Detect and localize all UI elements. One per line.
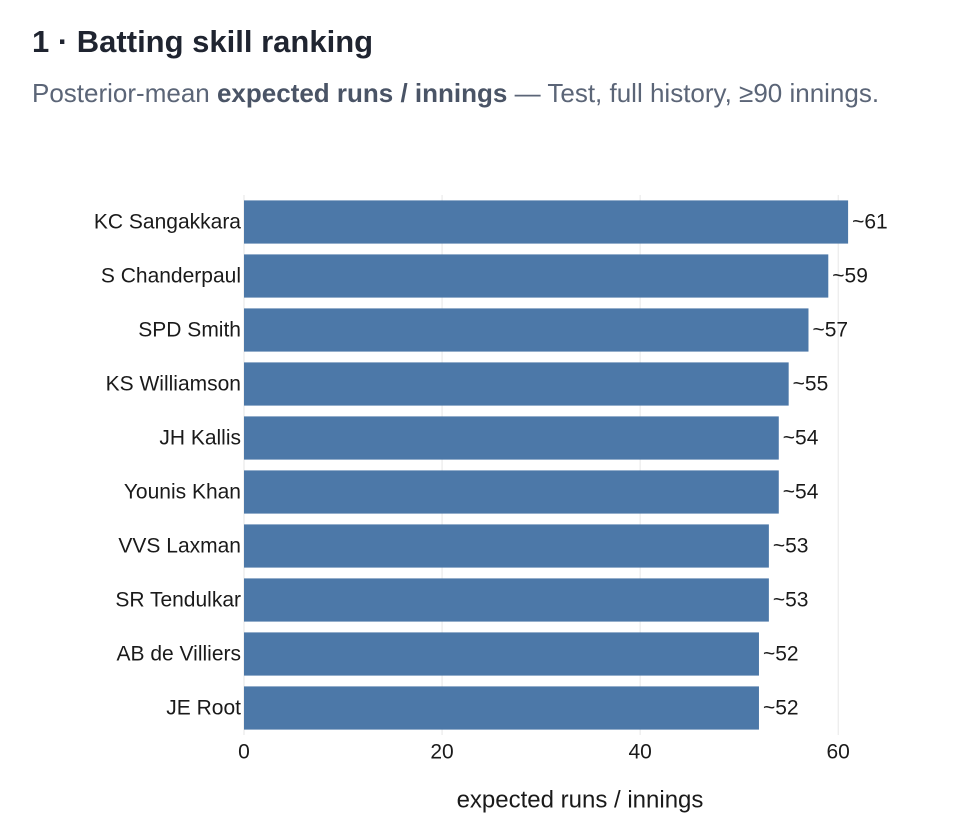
subtitle-emphasis: expected runs / innings bbox=[216, 78, 508, 108]
y-tick-label: S Chanderpaul bbox=[101, 265, 241, 288]
y-tick-label: AB de Villiers bbox=[116, 643, 241, 666]
chart-title: 1 · Batting skill ranking bbox=[32, 24, 374, 59]
bar bbox=[244, 308, 809, 352]
bar bbox=[244, 362, 789, 406]
value-label: ~54 bbox=[783, 427, 819, 450]
subtitle-text: Posterior-mean bbox=[32, 78, 210, 108]
bar bbox=[244, 200, 849, 244]
bar bbox=[244, 524, 769, 568]
bar bbox=[244, 686, 759, 730]
x-axis-label: expected runs / innings bbox=[457, 786, 704, 813]
x-tick-label: 0 bbox=[238, 741, 250, 764]
chart-subtitle: Posterior-mean expected runs / innings —… bbox=[32, 72, 892, 114]
value-label: ~57 bbox=[812, 319, 848, 342]
y-tick-label: JH Kallis bbox=[159, 427, 241, 450]
bar bbox=[244, 470, 779, 514]
x-tick-label: 40 bbox=[628, 741, 651, 764]
value-label: ~61 bbox=[852, 211, 888, 234]
bar bbox=[244, 578, 769, 622]
x-tick-label: 60 bbox=[827, 741, 850, 764]
y-tick-label: VVS Laxman bbox=[118, 535, 241, 558]
y-tick-label: KC Sangakkara bbox=[94, 211, 241, 234]
value-label: ~52 bbox=[763, 697, 799, 720]
bar bbox=[244, 254, 829, 298]
value-label: ~59 bbox=[832, 265, 868, 288]
value-label: ~53 bbox=[773, 535, 809, 558]
x-tick-label: 20 bbox=[430, 741, 453, 764]
y-tick-label: JE Root bbox=[166, 697, 241, 720]
value-label: ~52 bbox=[763, 643, 799, 666]
bar bbox=[244, 632, 759, 676]
y-tick-label: Younis Khan bbox=[124, 481, 241, 504]
value-label: ~53 bbox=[773, 589, 809, 612]
y-tick-label: SPD Smith bbox=[138, 319, 241, 342]
value-label: ~55 bbox=[793, 373, 829, 396]
y-tick-label: SR Tendulkar bbox=[115, 589, 241, 612]
subtitle-text: — Test, full history, ≥90 innings. bbox=[514, 78, 880, 108]
bar bbox=[244, 416, 779, 460]
value-label: ~54 bbox=[783, 481, 819, 504]
y-tick-label: KS Williamson bbox=[106, 373, 241, 396]
